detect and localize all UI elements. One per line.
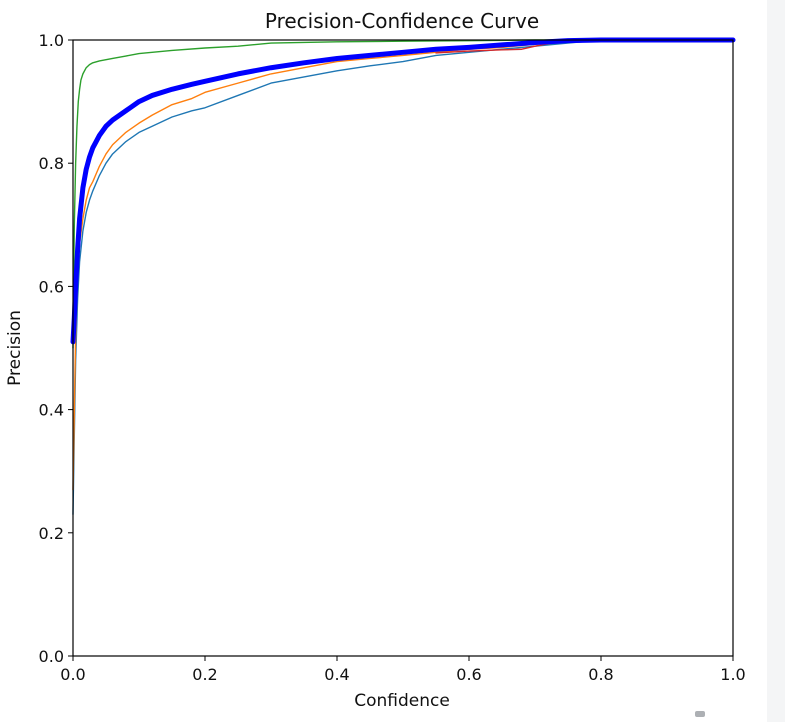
series-line-0 bbox=[72, 39, 734, 516]
y-tick-label-5: 1.0 bbox=[39, 31, 64, 50]
x-tick-label-2: 0.4 bbox=[324, 665, 349, 684]
x-tick-label-5: 1.0 bbox=[720, 665, 745, 684]
y-tick-label-0: 0.0 bbox=[39, 647, 64, 666]
y-axis-ticks: 0.0 0.2 0.4 0.6 0.8 1.0 bbox=[39, 31, 73, 666]
y-axis-label: Precision bbox=[5, 310, 25, 386]
series-line-2 bbox=[72, 39, 734, 349]
series-line-4 bbox=[70, 37, 736, 345]
x-tick-label-0: 0.0 bbox=[60, 665, 85, 684]
series-line-1 bbox=[72, 39, 734, 491]
x-tick-label-3: 0.6 bbox=[456, 665, 481, 684]
side-scroll-strip bbox=[767, 0, 785, 722]
precision-confidence-chart: Precision-Confidence Curve 0.0 0.2 0.4 0.6 0… bbox=[5, 9, 746, 711]
x-tick-label-4: 0.8 bbox=[588, 665, 613, 684]
chart-title: Precision-Confidence Curve bbox=[265, 9, 539, 33]
y-tick-label-3: 0.6 bbox=[39, 277, 64, 296]
x-axis-ticks: 0.0 0.2 0.4 0.6 0.8 1.0 bbox=[60, 656, 746, 684]
plot-area-frame bbox=[72, 39, 734, 657]
series-layer bbox=[70, 37, 736, 516]
y-tick-label-2: 0.4 bbox=[39, 401, 64, 420]
x-axis-label: Confidence bbox=[354, 691, 450, 711]
x-tick-label-1: 0.2 bbox=[192, 665, 217, 684]
corner-icon bbox=[695, 711, 705, 717]
y-tick-label-1: 0.2 bbox=[39, 524, 64, 543]
y-tick-label-4: 0.8 bbox=[39, 154, 64, 173]
